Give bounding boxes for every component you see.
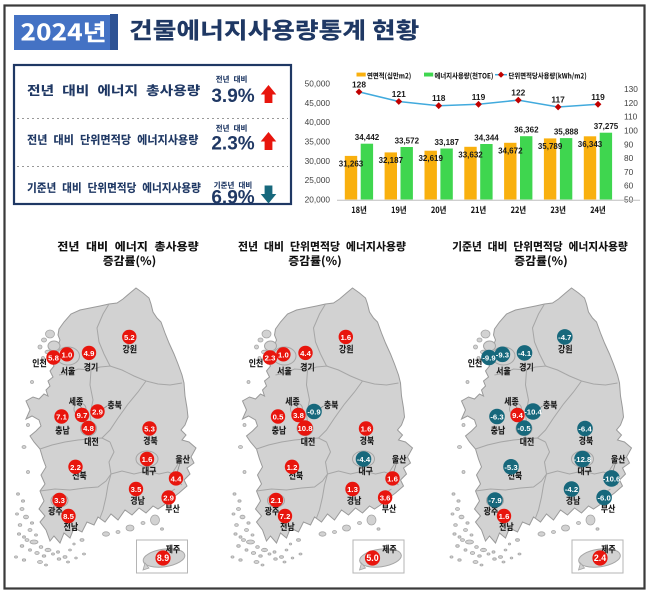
svg-text:-4.7: -4.7 — [558, 333, 571, 342]
svg-text:1.6: 1.6 — [387, 475, 398, 484]
svg-text:5.8: 5.8 — [48, 354, 59, 363]
svg-text:50: 50 — [624, 195, 634, 205]
svg-text:4.4: 4.4 — [171, 475, 182, 484]
svg-text:-4.1: -4.1 — [518, 349, 532, 358]
svg-text:30,000: 30,000 — [305, 156, 331, 166]
svg-text:90: 90 — [624, 139, 634, 149]
svg-text:119: 119 — [472, 92, 486, 102]
svg-text:6.9%: 6.9% — [211, 188, 254, 209]
svg-text:8.9: 8.9 — [157, 553, 169, 563]
svg-text:-9.3: -9.3 — [496, 351, 509, 360]
svg-text:3.6: 3.6 — [380, 494, 391, 503]
svg-text:-4.4: -4.4 — [357, 455, 371, 464]
svg-text:9.7: 9.7 — [77, 411, 88, 420]
svg-text:-0.5: -0.5 — [517, 424, 531, 433]
svg-text:1.6: 1.6 — [142, 455, 153, 464]
svg-text:2.3%: 2.3% — [211, 134, 254, 155]
svg-text:119: 119 — [591, 92, 605, 102]
svg-text:3.3: 3.3 — [54, 496, 65, 505]
svg-text:4.4: 4.4 — [300, 349, 311, 358]
svg-text:1.6: 1.6 — [340, 333, 351, 342]
svg-text:45,000: 45,000 — [305, 98, 331, 108]
svg-text:33,187: 33,187 — [434, 138, 459, 147]
svg-text:33,632: 33,632 — [458, 150, 483, 159]
svg-text:7.2: 7.2 — [280, 512, 291, 521]
svg-text:5.2: 5.2 — [124, 333, 135, 342]
svg-text:2.3: 2.3 — [265, 354, 276, 363]
svg-text:100: 100 — [624, 126, 638, 136]
svg-text:0.5: 0.5 — [273, 413, 284, 422]
svg-text:110: 110 — [624, 112, 638, 122]
svg-text:20,000: 20,000 — [305, 195, 331, 205]
svg-text:-12.8: -12.8 — [574, 455, 592, 464]
svg-text:34,442: 34,442 — [355, 133, 380, 142]
svg-text:4.8: 4.8 — [83, 424, 94, 433]
svg-text:122: 122 — [511, 88, 525, 98]
svg-text:2.2: 2.2 — [70, 463, 81, 472]
svg-text:32,619: 32,619 — [418, 154, 443, 163]
svg-text:-9.9: -9.9 — [482, 354, 495, 363]
svg-text:1.0: 1.0 — [62, 351, 73, 360]
svg-text:1.0: 1.0 — [278, 351, 289, 360]
svg-text:2.4: 2.4 — [594, 553, 606, 563]
svg-text:60: 60 — [624, 181, 634, 191]
svg-text:121: 121 — [392, 89, 406, 99]
svg-text:117: 117 — [551, 95, 565, 105]
svg-text:128: 128 — [352, 79, 366, 89]
svg-text:-5.3: -5.3 — [504, 463, 517, 472]
svg-text:34,672: 34,672 — [498, 146, 523, 155]
svg-text:40,000: 40,000 — [305, 117, 331, 127]
svg-text:33,572: 33,572 — [395, 137, 420, 146]
svg-text:2.1: 2.1 — [271, 496, 282, 505]
svg-text:-4.2: -4.2 — [565, 485, 578, 494]
svg-text:3.9%: 3.9% — [211, 86, 254, 107]
svg-text:35,789: 35,789 — [538, 142, 563, 151]
svg-text:5.0: 5.0 — [366, 553, 378, 563]
svg-text:-6.4: -6.4 — [578, 425, 592, 434]
svg-text:35,000: 35,000 — [305, 137, 331, 147]
svg-text:35,888: 35,888 — [554, 128, 579, 137]
svg-text:-6.0: -6.0 — [597, 494, 610, 503]
svg-text:80: 80 — [624, 153, 634, 163]
svg-text:7.1: 7.1 — [56, 413, 67, 422]
svg-text:1.2: 1.2 — [287, 463, 298, 472]
svg-text:-10.4: -10.4 — [524, 408, 542, 417]
svg-text:-6.3: -6.3 — [490, 413, 503, 422]
svg-text:9.4: 9.4 — [512, 411, 523, 420]
svg-text:8.5: 8.5 — [63, 512, 74, 521]
svg-text:34,344: 34,344 — [474, 134, 499, 143]
svg-text:31,263: 31,263 — [339, 159, 364, 168]
svg-text:36,362: 36,362 — [514, 126, 539, 135]
svg-text:-7.9: -7.9 — [488, 496, 501, 505]
svg-text:70: 70 — [624, 167, 634, 177]
svg-text:1.6: 1.6 — [361, 425, 372, 434]
svg-text:5.3: 5.3 — [144, 425, 155, 434]
svg-text:120: 120 — [624, 98, 638, 108]
svg-text:36,343: 36,343 — [578, 140, 603, 149]
svg-text:25,000: 25,000 — [305, 175, 331, 185]
svg-text:50,000: 50,000 — [305, 79, 331, 89]
svg-text:1.3: 1.3 — [347, 485, 358, 494]
svg-text:32,187: 32,187 — [379, 156, 404, 165]
svg-text:3.5: 3.5 — [131, 485, 142, 494]
svg-text:-0.9: -0.9 — [307, 408, 320, 417]
svg-text:4.9: 4.9 — [84, 349, 95, 358]
svg-text:37,275: 37,275 — [594, 122, 619, 131]
svg-text:3.8: 3.8 — [293, 411, 304, 420]
svg-text:-10.6: -10.6 — [603, 475, 621, 484]
svg-text:2.9: 2.9 — [163, 494, 174, 503]
svg-text:2.9: 2.9 — [92, 408, 103, 417]
svg-text:118: 118 — [432, 93, 446, 103]
svg-text:10.8: 10.8 — [298, 424, 314, 433]
svg-text:1.6: 1.6 — [499, 512, 510, 521]
svg-text:130: 130 — [624, 84, 638, 94]
